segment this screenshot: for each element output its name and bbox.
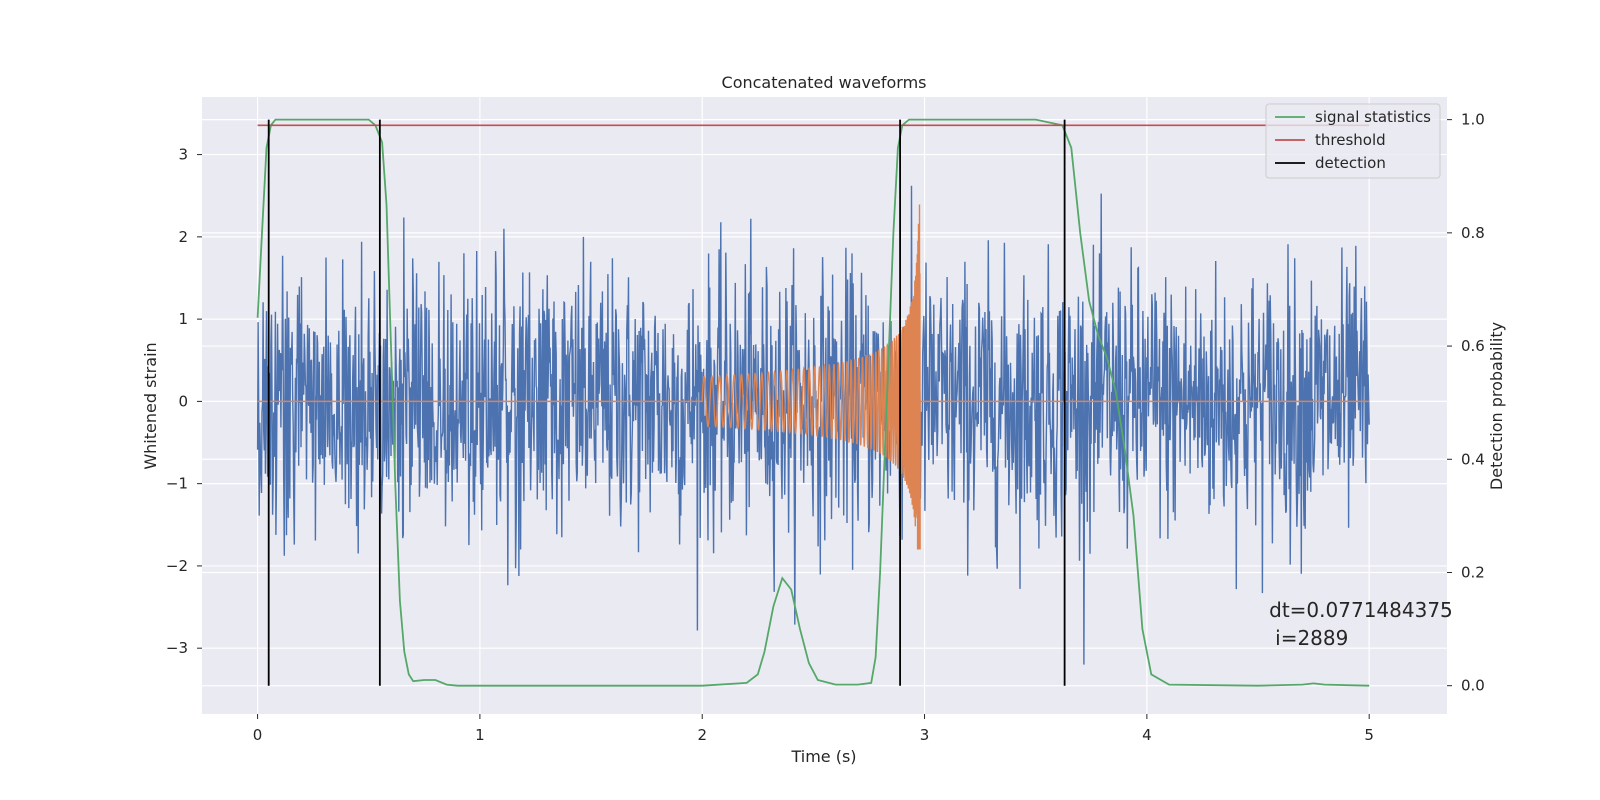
chirp-waveform-line (257, 204, 1370, 550)
y2-tick-label: 0.8 (1461, 224, 1485, 242)
chart-title: Concatenated waveforms (722, 73, 927, 92)
annotation-dt: dt=0.0771484375 (1269, 598, 1453, 622)
legend-label-threshold: threshold (1315, 131, 1386, 149)
y-tick-label: −1 (166, 475, 188, 493)
y-tick-label: 3 (178, 146, 188, 164)
y2-axis-label: Detection probability (1487, 322, 1506, 490)
y-tick-label: 1 (178, 310, 188, 328)
y-tick-label: 2 (178, 228, 188, 246)
data-layer (256, 118, 1370, 687)
x-tick-label: 0 (253, 726, 263, 744)
legend: signal statistics threshold detection (1265, 103, 1441, 179)
legend-box (1265, 103, 1441, 179)
y2-tick-label: 0.0 (1461, 677, 1485, 695)
y2-tick-label: 0.4 (1461, 450, 1485, 468)
x-axis-label: Time (s) (790, 747, 856, 766)
signal-statistics-line (256, 118, 1370, 687)
annotation-index: i=2889 (1275, 626, 1348, 650)
y2-tick-label: 0.2 (1461, 563, 1485, 581)
legend-label-detection: detection (1315, 154, 1386, 172)
x-tick-label: 3 (920, 726, 930, 744)
y2-tick-label: 1.0 (1461, 111, 1485, 129)
legend-label-signal-statistics: signal statistics (1315, 108, 1431, 126)
y-tick-label: 0 (178, 392, 188, 410)
tick-layer: 0 1 2 3 4 5 −3 −2 −1 0 1 2 3 0.0 0.2 0.4 0.6 0.8 1.0 (166, 111, 1485, 744)
x-tick-label: 4 (1142, 726, 1152, 744)
x-tick-label: 5 (1364, 726, 1374, 744)
y2-tick-label: 0.6 (1461, 337, 1485, 355)
y-axis-label: Whitened strain (141, 342, 160, 469)
x-tick-label: 2 (697, 726, 707, 744)
y-tick-label: −3 (166, 639, 188, 657)
y-tick-label: −2 (166, 557, 188, 575)
x-tick-label: 1 (475, 726, 485, 744)
